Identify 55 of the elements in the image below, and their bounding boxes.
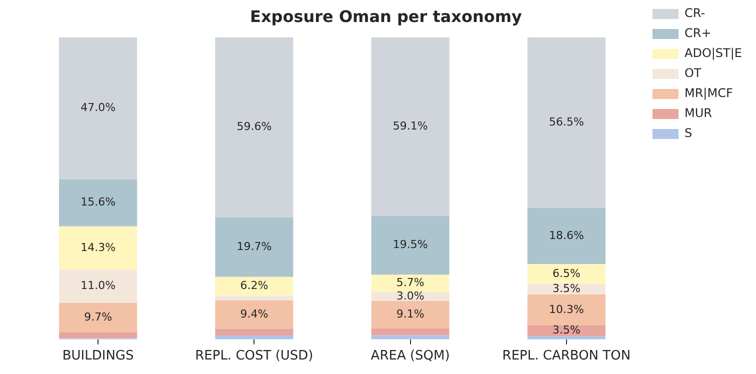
- chart-title: Exposure Oman per taxonomy: [250, 6, 523, 26]
- bar: [215, 300, 294, 329]
- bar: [371, 37, 450, 216]
- bar: [59, 270, 138, 303]
- data-label: 3.5%: [552, 282, 580, 295]
- data-label: 6.5%: [552, 266, 580, 280]
- data-label: 47.0%: [80, 101, 116, 114]
- bar: [215, 296, 294, 300]
- data-label: 14.3%: [80, 240, 116, 254]
- bar: [527, 336, 606, 340]
- x-tick-label: BUILDINGS: [62, 348, 134, 364]
- bar: [527, 294, 606, 326]
- legend-label: CR+: [684, 26, 712, 40]
- bar: [371, 335, 450, 340]
- bar: [371, 216, 450, 275]
- data-label: 19.5%: [392, 238, 428, 252]
- bar: [59, 226, 138, 270]
- data-label: 3.5%: [552, 324, 580, 337]
- data-label: 15.6%: [80, 196, 116, 209]
- bar: [215, 37, 294, 218]
- data-label: 19.7%: [236, 240, 272, 253]
- bar: [371, 301, 450, 329]
- bar: [59, 302, 138, 332]
- bar: [215, 276, 294, 296]
- data-label: 5.7%: [396, 276, 424, 290]
- data-label: 10.3%: [548, 302, 584, 316]
- legend-label: ADO|ST|E: [684, 46, 742, 60]
- bar: [59, 37, 138, 180]
- x-tick-label: REPL. CARBON TON: [502, 348, 631, 364]
- x-tick-label: AREA (SQM): [370, 348, 450, 364]
- bar: [527, 264, 606, 284]
- legend-label: MUR: [684, 106, 712, 120]
- bar: [371, 274, 450, 292]
- data-label: 11.0%: [80, 279, 116, 292]
- bar: [527, 37, 606, 208]
- data-label: 59.1%: [392, 119, 428, 132]
- data-label: 9.1%: [396, 308, 424, 321]
- data-label: 18.6%: [548, 228, 584, 242]
- data-label: 9.7%: [84, 310, 112, 324]
- data-label: 6.2%: [240, 279, 268, 292]
- bar: [215, 328, 294, 336]
- bar: [371, 328, 450, 336]
- data-label: 3.0%: [396, 289, 424, 302]
- x-tick-label: REPL. COST (USD): [195, 348, 314, 364]
- legend-label: S: [684, 126, 692, 140]
- bar: [59, 179, 138, 226]
- bar: [59, 332, 138, 338]
- bar: [215, 217, 294, 277]
- data-label: 56.5%: [548, 115, 584, 128]
- legend-label: MR|MCF: [684, 86, 733, 100]
- data-label: 9.4%: [240, 307, 268, 320]
- data-label: 59.6%: [236, 120, 272, 134]
- legend-label: OT: [684, 66, 702, 80]
- legend-label: CR-: [684, 6, 706, 20]
- bar: [527, 208, 606, 264]
